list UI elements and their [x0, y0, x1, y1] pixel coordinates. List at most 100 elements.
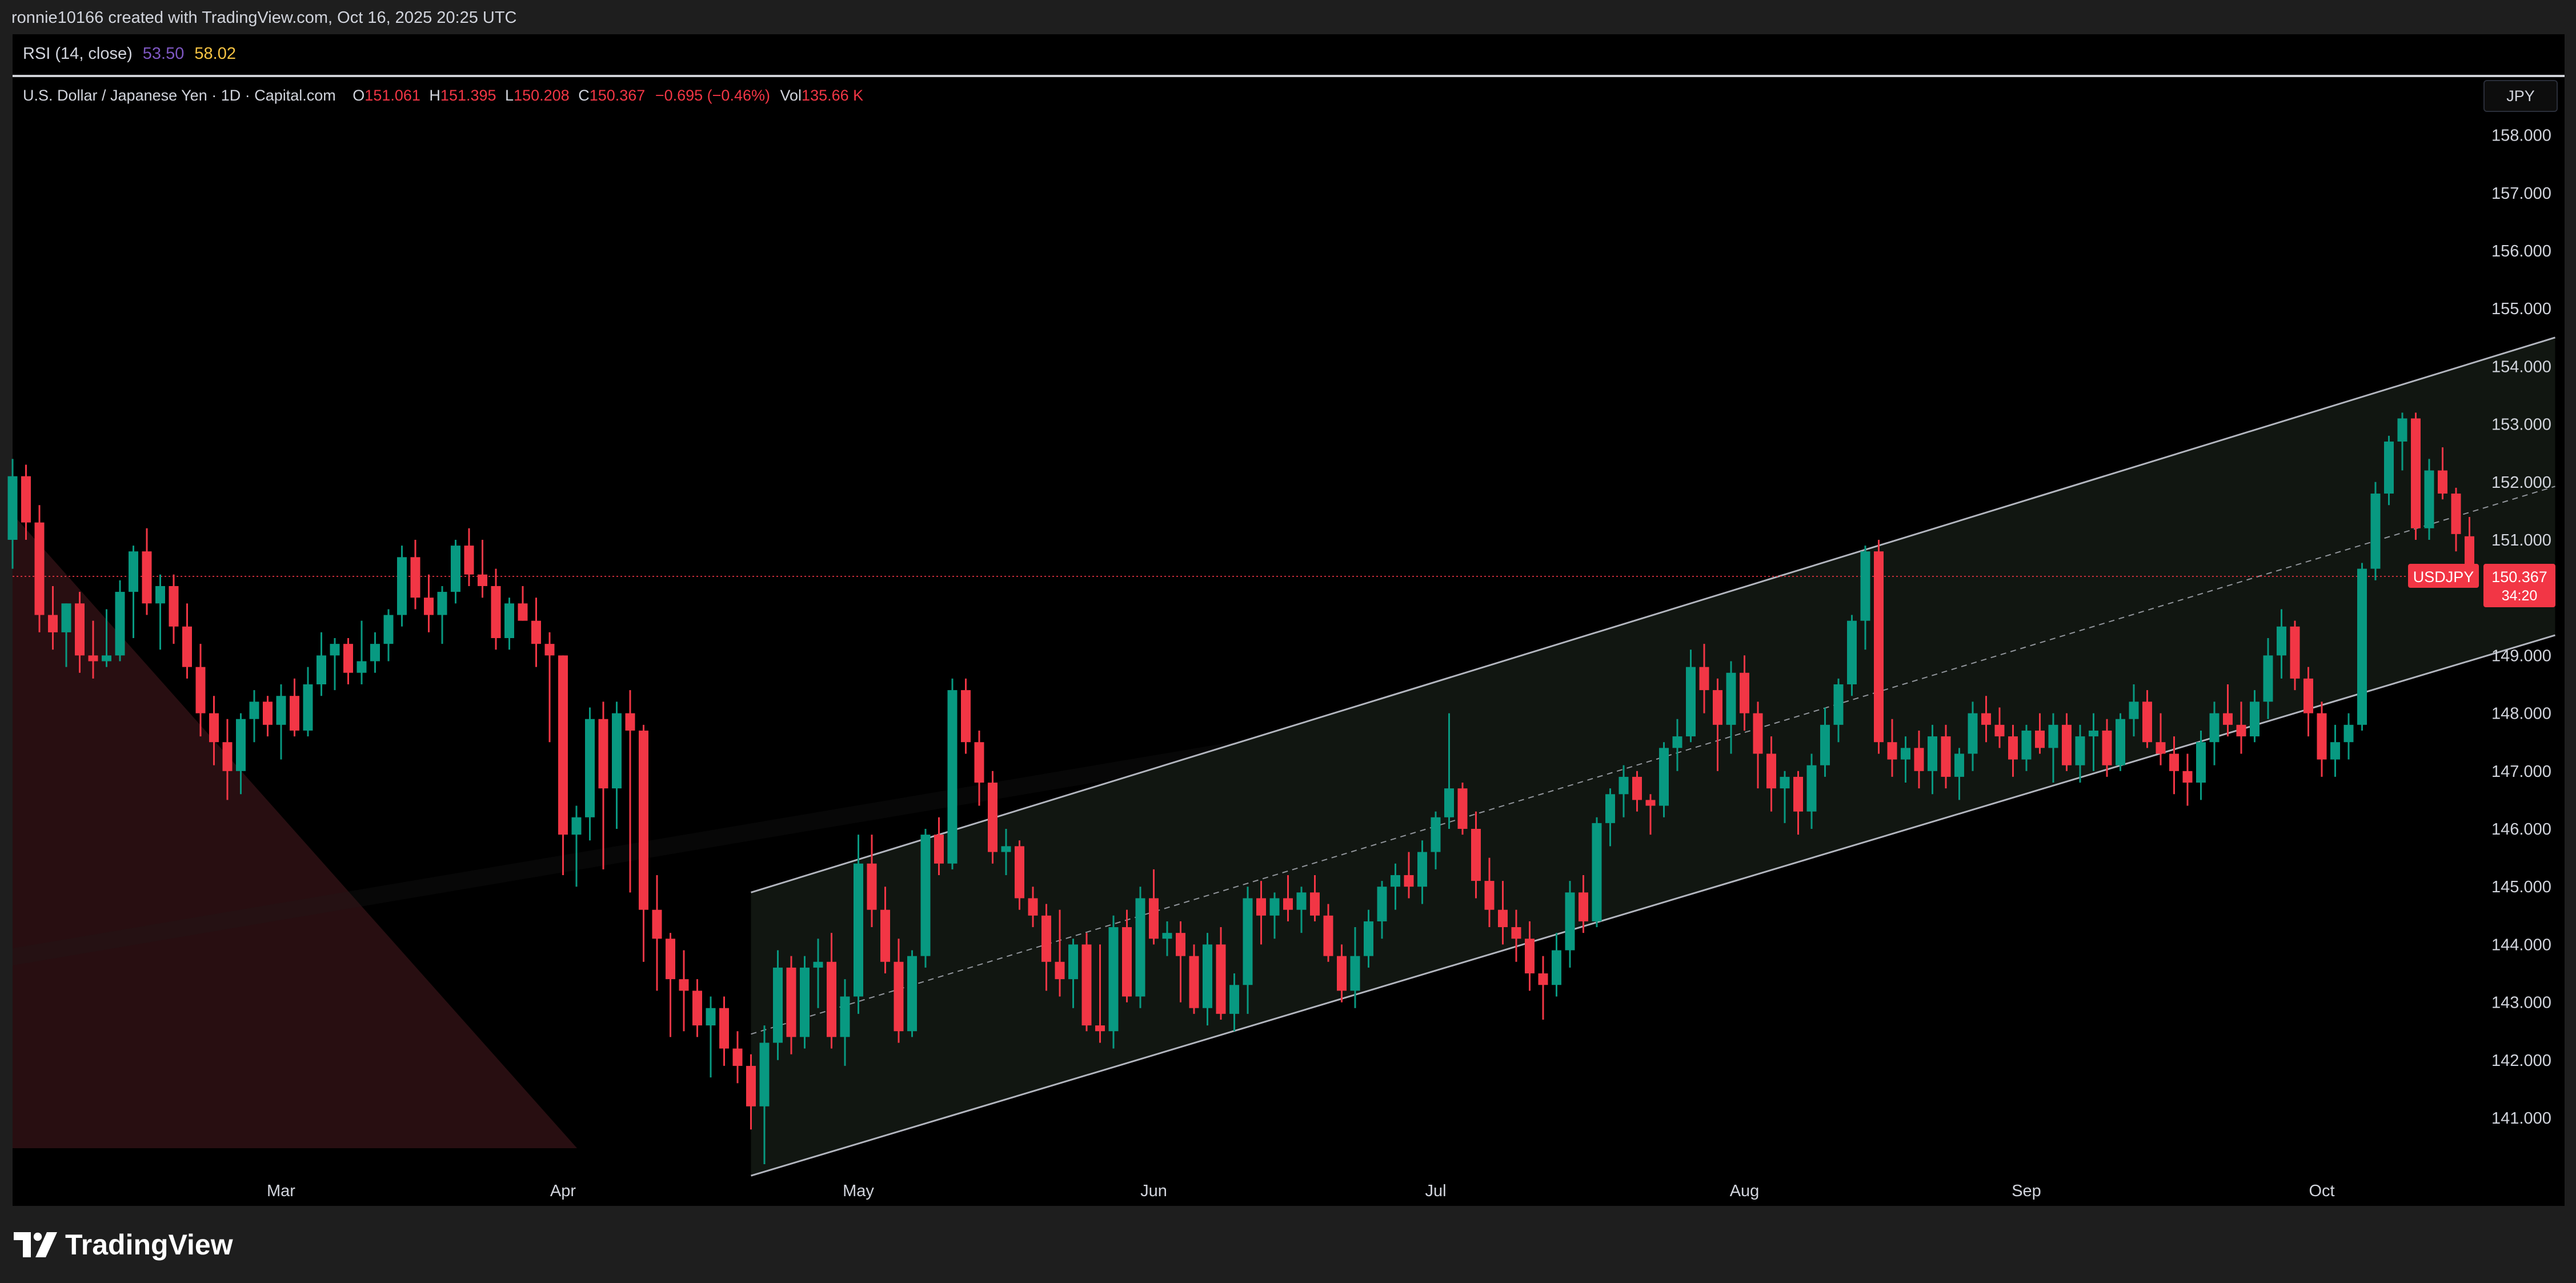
candle-body[interactable]: [1364, 921, 1373, 956]
candle-body[interactable]: [732, 1048, 743, 1066]
candle-body[interactable]: [840, 996, 850, 1037]
candle-body[interactable]: [2129, 701, 2139, 719]
candle-body[interactable]: [236, 719, 246, 771]
candle-body[interactable]: [2102, 730, 2112, 765]
candle-body[interactable]: [1766, 753, 1776, 789]
candle-body[interactable]: [1269, 898, 1280, 916]
candle-body[interactable]: [1686, 667, 1696, 737]
candle-body[interactable]: [222, 742, 233, 771]
candle-body[interactable]: [1565, 892, 1575, 951]
candle-body[interactable]: [558, 655, 568, 835]
candle-body[interactable]: [571, 817, 582, 835]
candle-body[interactable]: [1135, 898, 1145, 997]
candle-body[interactable]: [21, 476, 31, 523]
candle-body[interactable]: [2048, 724, 2058, 748]
candle-body[interactable]: [1847, 620, 1857, 684]
pane-divider[interactable]: [13, 75, 2565, 77]
candle-body[interactable]: [1283, 898, 1293, 910]
candle-body[interactable]: [7, 476, 18, 540]
candle-body[interactable]: [2209, 713, 2220, 743]
candle-body[interactable]: [2062, 724, 2072, 765]
candle-body[interactable]: [1404, 875, 1414, 887]
candle-body[interactable]: [182, 626, 192, 667]
candle-body[interactable]: [129, 551, 138, 592]
candle-body[interactable]: [424, 598, 434, 615]
candle-body[interactable]: [947, 690, 958, 864]
candle-body[interactable]: [1122, 927, 1132, 997]
candle-body[interactable]: [666, 939, 675, 980]
candle-body[interactable]: [451, 546, 460, 592]
candle-body[interactable]: [800, 967, 810, 1037]
candle-body[interactable]: [1874, 551, 1884, 743]
candle-body[interactable]: [934, 835, 944, 864]
candle-body[interactable]: [679, 979, 689, 991]
candle-body[interactable]: [249, 701, 259, 719]
candle-body[interactable]: [2021, 730, 2032, 760]
candle-body[interactable]: [2277, 626, 2286, 656]
candle-body[interactable]: [1618, 776, 1629, 795]
candle-body[interactable]: [1391, 875, 1400, 887]
candle-body[interactable]: [75, 603, 85, 656]
candle-body[interactable]: [276, 696, 286, 725]
candle-body[interactable]: [531, 620, 541, 644]
candle-body[interactable]: [880, 909, 890, 962]
candle-body[interactable]: [34, 522, 45, 615]
candle-body[interactable]: [437, 592, 447, 615]
candle-body[interactable]: [612, 713, 622, 789]
candle-body[interactable]: [2169, 753, 2179, 771]
candle-body[interactable]: [2303, 678, 2313, 713]
candle-body[interactable]: [1699, 667, 1709, 691]
candle-body[interactable]: [1780, 776, 1790, 789]
candle-body[interactable]: [1028, 898, 1038, 916]
candle-body[interactable]: [195, 667, 206, 713]
candle-body[interactable]: [1108, 927, 1119, 1032]
candle-body[interactable]: [652, 909, 662, 939]
candle-body[interactable]: [1498, 909, 1508, 928]
candle-body[interactable]: [1901, 748, 1910, 760]
candle-body[interactable]: [813, 961, 823, 968]
candle-body[interactable]: [598, 719, 608, 789]
candle-body[interactable]: [303, 684, 313, 731]
candle-body[interactable]: [1095, 1025, 1105, 1032]
candle-body[interactable]: [2290, 626, 2300, 679]
candle-body[interactable]: [1189, 956, 1199, 1008]
candle-body[interactable]: [2089, 730, 2098, 737]
candle-body[interactable]: [1552, 950, 1561, 985]
candle-body[interactable]: [102, 655, 111, 661]
candle-body[interactable]: [1579, 892, 1588, 921]
candle-body[interactable]: [1592, 823, 1602, 921]
candle-body[interactable]: [2035, 730, 2045, 748]
candle-body[interactable]: [1793, 776, 1803, 812]
candle-body[interactable]: [2116, 719, 2125, 765]
candle-body[interactable]: [317, 655, 326, 684]
candle-body[interactable]: [115, 592, 125, 656]
candle-body[interactable]: [343, 644, 353, 673]
candle-body[interactable]: [1068, 944, 1078, 980]
candle-body[interactable]: [2411, 418, 2421, 528]
candle-body[interactable]: [1081, 944, 1092, 1026]
candle-body[interactable]: [585, 719, 595, 817]
candle-body[interactable]: [290, 696, 299, 731]
candle-body[interactable]: [1229, 985, 1239, 1014]
candle-body[interactable]: [1162, 933, 1172, 939]
candle-body[interactable]: [2156, 742, 2166, 754]
candle-body[interactable]: [88, 655, 98, 661]
candle-body[interactable]: [464, 546, 474, 575]
candle-body[interactable]: [2357, 568, 2367, 725]
candle-body[interactable]: [263, 701, 273, 725]
candle-body[interactable]: [209, 713, 219, 743]
candle-body[interactable]: [1350, 956, 1360, 991]
candle-body[interactable]: [625, 713, 635, 731]
candle-body[interactable]: [1444, 788, 1454, 817]
candle-body[interactable]: [759, 1043, 770, 1106]
candle-body[interactable]: [692, 991, 702, 1026]
candle-body[interactable]: [1055, 961, 1065, 980]
candle-body[interactable]: [1484, 881, 1495, 910]
candle-body[interactable]: [1954, 753, 1964, 777]
candle-body[interactable]: [383, 615, 394, 644]
candle-body[interactable]: [1310, 892, 1320, 916]
candle-body[interactable]: [1471, 829, 1481, 881]
candle-body[interactable]: [330, 644, 340, 656]
candle-body[interactable]: [2451, 494, 2461, 534]
